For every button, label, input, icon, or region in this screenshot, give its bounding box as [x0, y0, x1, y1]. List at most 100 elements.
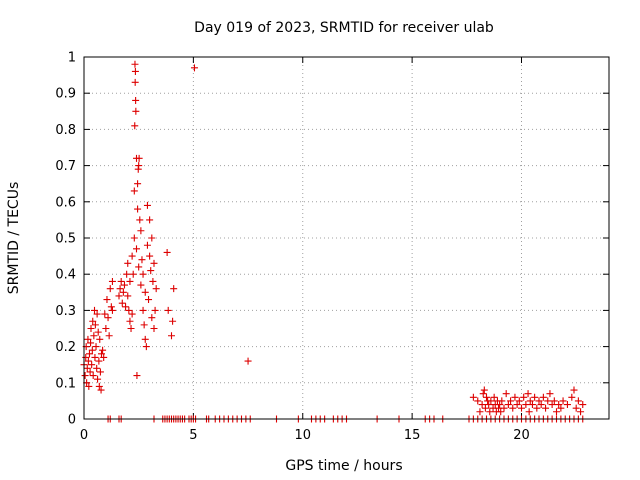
data-point	[101, 310, 109, 318]
data-point	[137, 281, 145, 289]
data-point	[135, 154, 143, 162]
data-point	[497, 408, 505, 416]
data-point	[524, 390, 532, 398]
data-point	[478, 401, 486, 409]
data-point	[94, 375, 102, 383]
data-point	[117, 277, 125, 285]
data-point	[132, 107, 140, 115]
data-point	[542, 404, 550, 412]
data-point	[151, 306, 159, 314]
data-point	[539, 393, 547, 401]
x-tick-label: 15	[404, 428, 421, 443]
data-point	[115, 292, 123, 300]
data-point	[507, 397, 515, 405]
data-point	[244, 357, 252, 365]
data-point	[170, 285, 178, 293]
y-tick-label: 0.1	[55, 376, 76, 391]
x-tick-label: 0	[80, 428, 88, 443]
data-point	[134, 180, 142, 188]
data-point	[105, 332, 113, 340]
data-point	[147, 267, 155, 275]
grid-lines	[84, 57, 609, 419]
data-point	[145, 296, 153, 304]
x-tick-label: 20	[513, 428, 530, 443]
data-point	[150, 259, 158, 267]
data-point	[479, 390, 487, 398]
data-point	[87, 325, 95, 332]
x-axis-label: GPS time / hours	[285, 458, 402, 474]
data-point	[563, 401, 571, 409]
data-point	[518, 404, 525, 412]
y-axis-label: SRMTID / TECUs	[6, 182, 22, 295]
data-point	[469, 393, 477, 401]
data-point	[91, 321, 99, 329]
data-point	[132, 96, 140, 104]
data-point	[126, 277, 134, 285]
y-tick-label: 0.2	[55, 340, 76, 355]
data-point	[531, 393, 539, 401]
data-point	[509, 404, 517, 412]
y-tick-label: 0.6	[55, 195, 76, 210]
data-point	[85, 382, 93, 390]
data-point	[102, 325, 110, 332]
data-point	[124, 292, 132, 300]
data-point	[91, 353, 99, 361]
x-tick-label: 10	[294, 428, 311, 443]
data-point	[485, 401, 493, 409]
data-point	[142, 343, 150, 351]
data-point	[123, 270, 131, 278]
data-point	[131, 67, 139, 75]
plot-frame	[83, 56, 610, 420]
data-point	[99, 346, 107, 354]
data-point	[139, 306, 147, 314]
data-point	[481, 404, 489, 412]
data-point	[525, 408, 533, 416]
data-point	[513, 401, 521, 409]
data-point	[92, 343, 100, 351]
data-point	[577, 408, 585, 416]
data-point	[535, 397, 543, 405]
data-point	[133, 372, 141, 380]
data-point	[95, 357, 103, 365]
data-point	[126, 317, 134, 325]
data-point	[133, 245, 140, 253]
data-point	[108, 277, 116, 285]
data-point	[137, 227, 145, 235]
data-point	[550, 397, 558, 405]
data-point	[190, 64, 198, 72]
data-point	[84, 357, 92, 365]
data-point	[533, 404, 541, 412]
data-point	[143, 201, 151, 209]
data-point	[85, 350, 93, 358]
data-point	[93, 310, 101, 318]
data-point	[104, 314, 112, 322]
data-point	[108, 306, 116, 314]
data-point	[131, 60, 139, 68]
data-point	[89, 372, 97, 380]
data-point	[559, 397, 567, 405]
x-tick-label: 5	[189, 428, 197, 443]
data-point	[82, 353, 90, 361]
data-point	[106, 285, 114, 293]
data-point	[522, 401, 530, 409]
data-point	[91, 306, 98, 314]
data-point	[98, 350, 105, 358]
data-point	[537, 401, 545, 409]
data-point	[116, 285, 124, 293]
data-point	[131, 122, 139, 130]
data-point	[168, 332, 175, 340]
data-point	[127, 325, 135, 332]
data-point	[107, 303, 115, 311]
data-point	[546, 390, 554, 398]
data-point	[97, 386, 105, 394]
data-point	[141, 335, 149, 343]
data-point	[100, 353, 108, 361]
data-point	[128, 252, 136, 260]
data-point	[502, 390, 510, 398]
data-point	[140, 321, 148, 329]
data-point	[574, 397, 582, 405]
data-point	[87, 339, 95, 347]
y-tick-label: 0.5	[55, 232, 76, 247]
data-point	[146, 216, 154, 224]
data-point	[134, 205, 142, 213]
